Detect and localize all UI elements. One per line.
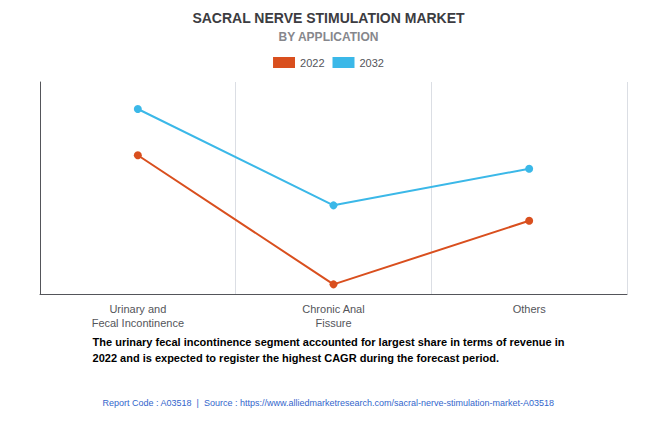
svg-text:The urinary fecal incontinence: The urinary fecal incontinence segment a… bbox=[93, 336, 565, 348]
svg-text:BY APPLICATION: BY APPLICATION bbox=[279, 30, 379, 44]
svg-text:Fissure: Fissure bbox=[315, 317, 351, 329]
svg-text:Urinary and: Urinary and bbox=[109, 303, 166, 315]
svg-text:Chronic Anal: Chronic Anal bbox=[302, 303, 364, 315]
svg-text:Report Code : A03518 | Sourc: Report Code : A03518 | Source : https://… bbox=[102, 398, 554, 408]
svg-text:2032: 2032 bbox=[360, 57, 384, 69]
svg-text:2022: 2022 bbox=[300, 57, 324, 69]
svg-text:SACRAL NERVE STIMULATION MARKE: SACRAL NERVE STIMULATION MARKET bbox=[192, 10, 465, 26]
svg-text:Fecal Incontinence: Fecal Incontinence bbox=[92, 317, 184, 329]
svg-text:2022 and is expected to regist: 2022 and is expected to register the hig… bbox=[93, 352, 499, 364]
svg-text:Others: Others bbox=[513, 303, 547, 315]
